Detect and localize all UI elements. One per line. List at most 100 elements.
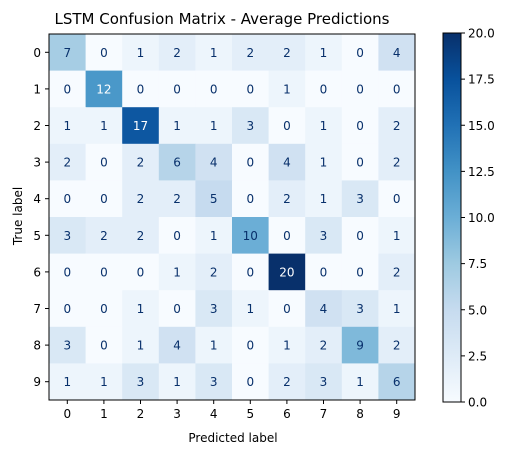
heatmap-cell [378, 326, 416, 364]
cell-value-label: 1 [137, 46, 145, 60]
y-tick-label: 3 [33, 156, 41, 170]
heatmap-cell [195, 70, 233, 108]
cell-value-label: 1 [63, 119, 71, 133]
heatmap-cell [49, 363, 87, 401]
heatmap-cell [268, 217, 306, 255]
cell-value-label: 6 [393, 375, 401, 389]
cell-value-label: 4 [393, 46, 401, 60]
heatmap-cell [158, 326, 196, 364]
cell-value-label: 1 [173, 375, 181, 389]
cell-value-label: 1 [393, 302, 401, 316]
cell-value-label: 2 [173, 192, 181, 206]
heatmap-cell [85, 290, 123, 328]
heatmap-cell [232, 34, 270, 72]
cell-value-label: 2 [137, 229, 145, 243]
heatmap-cell [195, 107, 233, 145]
heatmap-cell [158, 217, 196, 255]
heatmap-cell [378, 253, 416, 291]
heatmap-cell [378, 143, 416, 181]
cell-value-label: 2 [393, 119, 401, 133]
heatmap-cell [195, 143, 233, 181]
cell-value-label: 7 [63, 46, 71, 60]
heatmap-cell [158, 70, 196, 108]
y-tick-label: 5 [33, 229, 41, 243]
heatmap-cell [195, 217, 233, 255]
x-tick-label: 1 [100, 407, 108, 421]
cell-value-label: 0 [63, 302, 71, 316]
cell-value-label: 0 [320, 265, 328, 279]
colorbar-tick-label: 0.0 [468, 396, 487, 410]
heatmap-cell [85, 107, 123, 145]
heatmap-cell [232, 253, 270, 291]
cell-value-label: 1 [63, 375, 71, 389]
y-tick-label: 9 [33, 375, 41, 389]
x-tick-label: 6 [283, 407, 291, 421]
cell-value-label: 2 [63, 156, 71, 170]
cell-value-label: 1 [100, 375, 108, 389]
heatmap-cell [85, 217, 123, 255]
cell-value-label: 1 [283, 82, 291, 96]
cell-value-label: 1 [393, 229, 401, 243]
cell-value-label: 0 [283, 302, 291, 316]
cell-value-label: 3 [137, 375, 145, 389]
cell-value-label: 0 [283, 119, 291, 133]
cell-value-label: 0 [246, 375, 254, 389]
cell-value-label: 1 [137, 302, 145, 316]
cell-value-label: 0 [246, 156, 254, 170]
x-axis-label: Predicted label [188, 431, 277, 445]
cell-value-label: 2 [393, 339, 401, 353]
x-tick-label: 2 [137, 407, 145, 421]
heatmap-cell [268, 143, 306, 181]
cell-value-label: 10 [243, 229, 258, 243]
heatmap-cell [49, 70, 87, 108]
cell-value-label: 2 [137, 192, 145, 206]
heatmap-cell [85, 143, 123, 181]
heatmap-cell [378, 180, 416, 218]
cell-value-label: 2 [283, 192, 291, 206]
heatmap-cell [122, 217, 160, 255]
heatmap-cell [341, 217, 379, 255]
heatmap-cell [158, 180, 196, 218]
heatmap-cell [378, 363, 416, 401]
cell-value-label: 2 [246, 46, 254, 60]
heatmap-cell [378, 290, 416, 328]
heatmap-cell [85, 253, 123, 291]
cell-value-label: 0 [63, 82, 71, 96]
cell-value-label: 0 [356, 119, 364, 133]
cell-value-label: 0 [210, 82, 218, 96]
cell-value-label: 12 [96, 82, 111, 96]
heatmap-cell [158, 143, 196, 181]
heatmap-cell [122, 70, 160, 108]
colorbar-tick-label: 2.5 [468, 349, 487, 363]
colorbar-tick-label: 15.0 [468, 119, 495, 133]
heatmap-cell [341, 70, 379, 108]
heatmap-cell [305, 253, 343, 291]
cell-value-label: 0 [356, 229, 364, 243]
cell-value-label: 0 [100, 46, 108, 60]
heatmap-cell [305, 217, 343, 255]
heatmap-cell [341, 180, 379, 218]
cell-value-label: 20 [279, 265, 294, 279]
cell-value-label: 0 [100, 156, 108, 170]
y-tick-label: 7 [33, 302, 41, 316]
cell-value-label: 1 [246, 302, 254, 316]
heatmap-cell [122, 180, 160, 218]
cell-value-label: 6 [173, 156, 181, 170]
heatmap-cell [49, 143, 87, 181]
chart-title: LSTM Confusion Matrix - Average Predicti… [54, 10, 389, 28]
heatmap-cell [305, 363, 343, 401]
heatmap-cell [158, 34, 196, 72]
cell-value-label: 0 [283, 229, 291, 243]
cell-value-label: 3 [320, 375, 328, 389]
heatmap-cell [268, 363, 306, 401]
cell-value-label: 1 [320, 192, 328, 206]
heatmap-cell [232, 143, 270, 181]
heatmap-cell [232, 107, 270, 145]
colorbar-tick-label: 20.0 [468, 27, 495, 41]
x-axis-ticks: 0 1 2 3 4 5 6 7 8 9 [63, 400, 401, 421]
heatmap-cell [341, 326, 379, 364]
heatmap-cell [305, 326, 343, 364]
heatmap-cell [268, 326, 306, 364]
cell-value-label: 0 [320, 82, 328, 96]
x-tick-label: 5 [246, 407, 254, 421]
